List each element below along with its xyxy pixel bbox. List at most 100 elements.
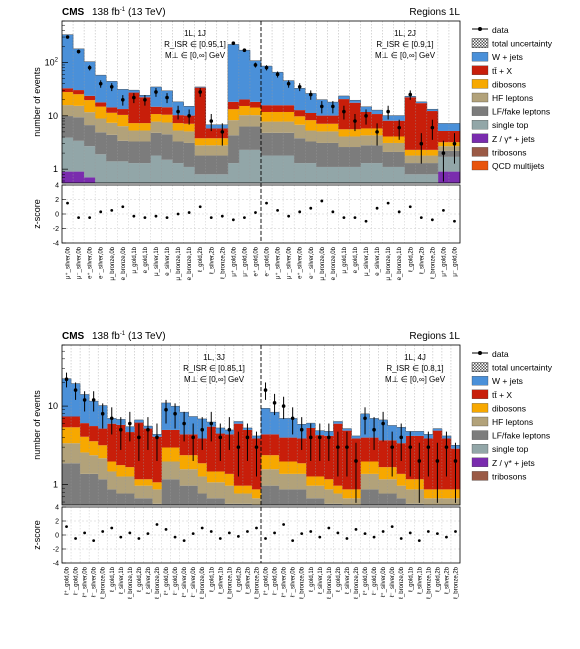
series-single_top: [62, 137, 461, 183]
z-score-point: [88, 216, 92, 220]
z-score-point: [390, 525, 394, 528]
data-point: [342, 105, 346, 120]
legend-label: dibosons: [492, 79, 526, 89]
chart-title: Regions 1L: [409, 7, 460, 18]
x-tick-label: e⁺_silver,0b: [87, 246, 94, 279]
bar-segment: [338, 129, 350, 137]
bar-segment: [382, 151, 394, 167]
bar-segment: [288, 461, 298, 474]
bar-segment: [294, 110, 306, 117]
z-score-point: [74, 537, 77, 540]
legend-label: W + jets: [492, 376, 523, 386]
bar-segment: [143, 498, 153, 505]
x-tick-label: ℓ_bronze,1b: [226, 566, 233, 599]
data-point: [320, 101, 324, 114]
z-score-point: [336, 531, 340, 535]
bar-segment: [98, 479, 108, 505]
x-tick-label: e⁺_gold,0b: [252, 246, 259, 276]
bar-segment: [251, 498, 262, 505]
z-score-point: [372, 535, 376, 539]
data-point: [299, 417, 304, 450]
bar-segment: [369, 489, 379, 505]
bar-segment: [98, 458, 108, 480]
bar-segment: [342, 489, 352, 499]
bar-segment: [98, 428, 108, 446]
legend-swatch: [471, 403, 489, 413]
bar-segment: [71, 383, 81, 417]
bar-segment: [437, 123, 450, 131]
x-tick-label: μ⁻_silver,0b: [287, 246, 293, 279]
legend-item: QCD multijets: [471, 160, 544, 171]
z-tick-label: 0: [55, 212, 59, 219]
data-point: [65, 35, 70, 39]
bar-segment: [261, 111, 273, 122]
bar-segment: [393, 115, 406, 121]
bar-segment: [179, 485, 189, 505]
bar-segment: [73, 105, 85, 118]
data-point: [390, 431, 394, 477]
bar-segment: [270, 485, 280, 505]
x-tick-label: ℓ_silver,2b: [244, 566, 251, 594]
bar-segment: [183, 142, 195, 167]
data-marker: [87, 65, 92, 70]
z-score-point: [445, 535, 448, 539]
data-point: [87, 65, 92, 71]
bar-segment: [197, 476, 208, 494]
bar-segment: [216, 145, 229, 156]
bar-segment: [84, 95, 96, 101]
legend-swatch: [471, 147, 489, 157]
data-marker: [363, 416, 367, 421]
bar-segment: [143, 479, 153, 486]
bar-segment: [283, 155, 295, 183]
bar-segment: [396, 498, 407, 505]
legend-label: HF leptons: [492, 93, 533, 103]
bar-segment: [360, 145, 372, 164]
bar-segment: [233, 503, 244, 505]
bar-segment: [170, 461, 180, 480]
z-score-point: [92, 539, 96, 542]
z-score-point: [318, 535, 322, 539]
data-marker: [372, 427, 376, 432]
bar-segment: [249, 126, 262, 150]
z-score-point: [375, 206, 379, 210]
bar-segment: [134, 498, 144, 505]
x-tick-label: e_silver,1b: [165, 246, 171, 275]
bar-segment: [139, 97, 151, 124]
bar-segment: [251, 489, 262, 499]
panel-label-right: 1L, 4J R_ISR ∈ [0.8,1] M⊥ ∈ [0,∞] GeV: [385, 353, 446, 384]
bar-segment: [80, 473, 90, 505]
x-tick-label: ℓ⁻_silver,0b: [389, 566, 396, 597]
cms-label: CMS: [62, 331, 85, 342]
data-marker: [253, 63, 258, 67]
panel-2: CMS 138 fb-1 (13 TeV) Regions 1L 1L, 3J …: [32, 331, 553, 599]
x-tick-label: ℓ_silver,2b: [443, 566, 450, 594]
bar-segment: [448, 171, 461, 183]
stack-plot: [62, 21, 461, 243]
data-marker: [408, 445, 413, 449]
bar-segment: [261, 66, 273, 106]
bar-segment: [279, 437, 289, 462]
bar-segment: [382, 142, 394, 152]
z-score-point: [381, 530, 385, 533]
x-tick-label: ℓ_bronze,1b: [127, 566, 134, 599]
data-point: [336, 431, 340, 477]
legend-item: dibosons: [471, 79, 526, 89]
data-marker: [155, 435, 159, 440]
bar-segment: [80, 436, 90, 453]
bar-segment: [170, 447, 180, 462]
bar-segment: [283, 111, 295, 122]
z-score-point: [110, 526, 114, 530]
bar-segment: [270, 434, 280, 456]
z-score-point: [99, 210, 103, 214]
data-point: [426, 431, 431, 477]
x-tick-label: ℓ⁺_silver,0b: [82, 566, 89, 597]
data-point: [435, 442, 440, 503]
bar-segment: [414, 431, 425, 436]
bar-segment: [378, 440, 388, 468]
bar-segment: [172, 163, 184, 183]
bar-segment: [117, 126, 129, 141]
bar-segment: [139, 130, 151, 142]
data-marker: [143, 97, 147, 102]
legend-label: QCD multijets: [492, 161, 544, 171]
z-tick-label: 2: [55, 197, 59, 204]
